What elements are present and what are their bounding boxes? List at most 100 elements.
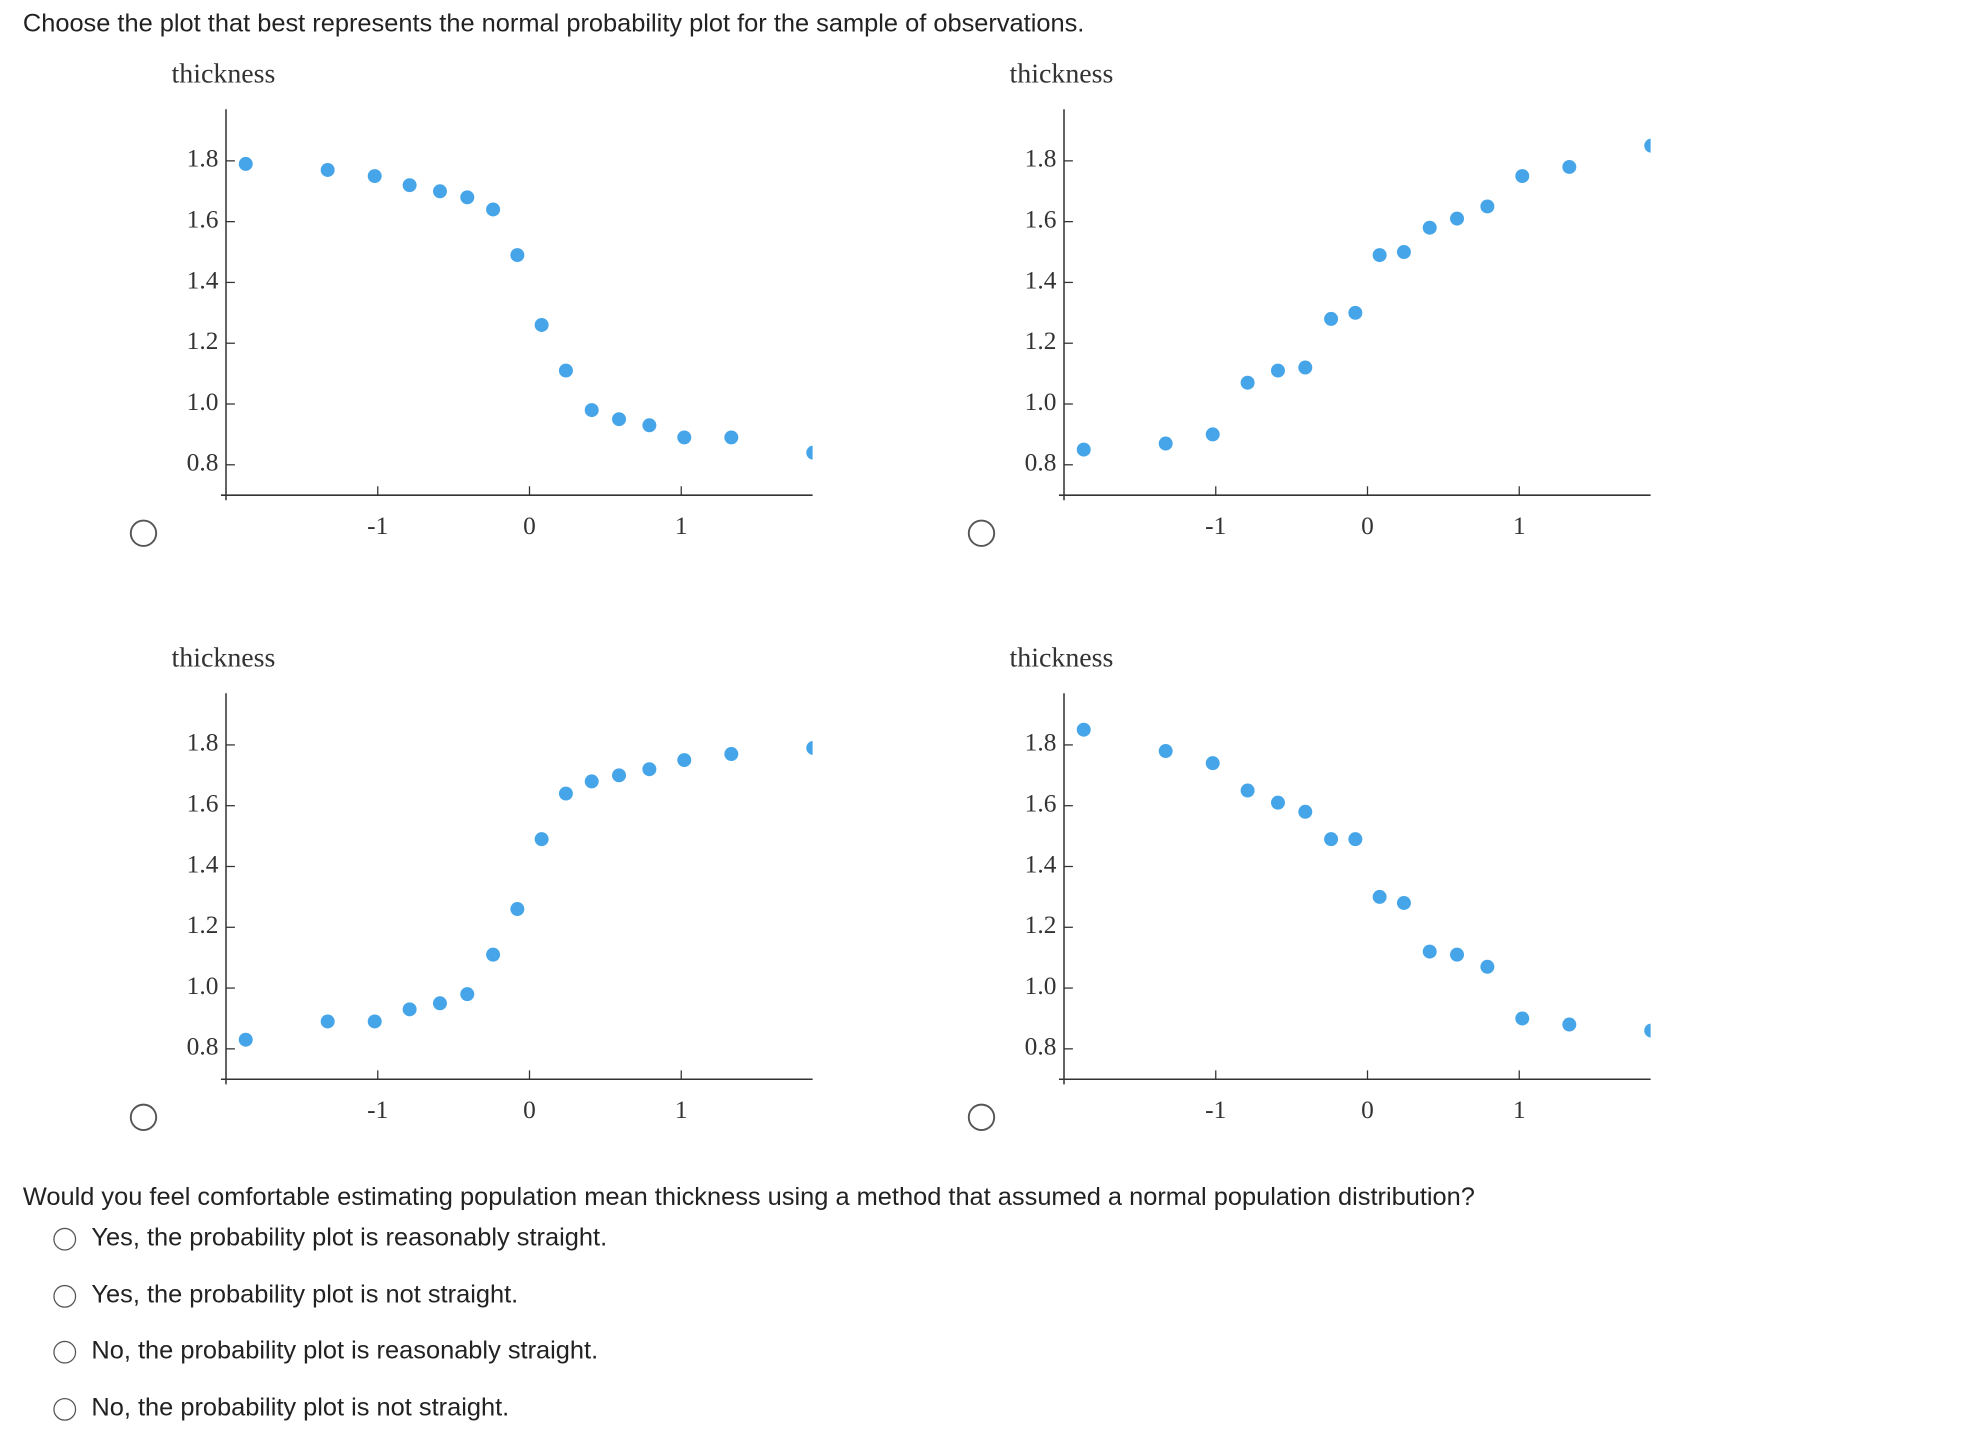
point [534,317,549,332]
point [677,430,692,445]
question: Would you feel comfortable estimating po… [22,1183,1475,1212]
option[interactable]: Yes, the probability plot is reasonably … [53,1224,607,1253]
point [677,753,692,768]
radio[interactable] [53,1397,77,1421]
y-tick-label: 1.6 [187,790,219,818]
option-label: No, the probability plot is not straight… [91,1394,510,1423]
y-tick-label: 1.6 [1025,790,1057,818]
point [486,202,501,217]
y-tick-label: 1.6 [1025,205,1057,233]
y-tick-label: 1.0 [1025,388,1057,416]
point [460,987,475,1002]
x-tick-label: 1 [1513,512,1526,540]
point [1324,832,1339,847]
question: Choose the plot that best represents the… [22,10,1085,39]
point [1240,783,1255,798]
point [1450,947,1465,962]
x-tick-label: 0 [523,1096,536,1124]
point [510,248,525,263]
y-tick-label: 1.2 [187,911,219,939]
option-label: No, the probability plot is reasonably s… [91,1336,599,1365]
point [642,418,657,433]
point [320,1014,335,1029]
y-tick-label: 0.8 [1025,449,1057,477]
point [1348,305,1363,320]
point [1396,895,1411,910]
y-tick-label: 1.0 [187,972,219,1000]
point [806,741,813,755]
y-tick-label: 1.0 [1025,972,1057,1000]
radio[interactable] [129,1103,158,1131]
point [1205,756,1220,771]
y-tick-label: 1.8 [1025,145,1057,173]
option-label: Yes, the probability plot is not straigh… [91,1281,519,1310]
point [486,947,501,962]
option[interactable]: Yes, the probability plot is not straigh… [53,1281,518,1310]
point [806,445,813,460]
point [1158,436,1173,451]
radio[interactable] [53,1227,77,1251]
x-tick-label: -1 [1205,512,1226,540]
x-tick-label: 1 [1513,1096,1526,1124]
option-label: Yes, the probability plot is reasonably … [91,1223,608,1252]
y-tick-label: 1.2 [187,327,219,355]
y-axis-label: thickness [1010,643,1114,674]
point [1372,889,1387,904]
y-tick-label: 1.4 [187,266,219,294]
point [1515,1011,1530,1026]
option[interactable]: No, the probability plot is reasonably s… [53,1337,598,1366]
point [1298,360,1313,375]
point [584,403,599,418]
point [1205,427,1220,442]
point [1348,832,1363,847]
point [367,1014,382,1029]
y-tick-label: 1.0 [187,388,219,416]
x-tick-label: 0 [523,512,536,540]
point [1372,248,1387,263]
y-tick-label: 0.8 [1025,1033,1057,1061]
y-tick-label: 1.2 [1025,327,1057,355]
radio[interactable] [967,519,996,547]
y-axis-label: thickness [1010,59,1114,90]
point [1076,442,1091,457]
y-tick-label: 1.6 [187,205,219,233]
point [1480,959,1495,974]
x-tick-label: 1 [675,1096,688,1124]
point [1396,245,1411,260]
option[interactable]: No, the probability plot is not straight… [53,1394,509,1423]
y-tick-label: 0.8 [187,449,219,477]
point [1515,169,1530,184]
x-tick-label: 0 [1361,1096,1374,1124]
point [367,169,382,184]
point [1076,722,1091,737]
point [1270,795,1285,810]
point [1480,199,1495,214]
x-tick-label: 0 [1361,512,1374,540]
point [584,774,599,789]
y-tick-label: 1.8 [187,729,219,757]
point [1562,1017,1577,1032]
point [1644,1023,1651,1038]
radio[interactable] [53,1284,77,1308]
y-tick-label: 1.4 [187,850,219,878]
y-axis-label: thickness [172,643,276,674]
point [1422,220,1437,235]
point [1450,211,1465,226]
point [724,430,739,445]
radio[interactable] [967,1103,996,1131]
x-tick-label: -1 [367,1096,388,1124]
y-tick-label: 1.4 [1025,266,1057,294]
point [402,1002,417,1017]
y-tick-label: 1.2 [1025,911,1057,939]
point [1298,804,1313,819]
plot: thicknessz0.81.01.21.41.61.8-1012 [967,59,1651,547]
y-axis-label: thickness [172,59,276,90]
point [460,190,475,205]
radio[interactable] [129,519,158,547]
y-tick-label: 1.4 [1025,850,1057,878]
radio[interactable] [53,1340,77,1364]
point [432,184,447,199]
y-tick-label: 1.8 [187,145,219,173]
point [402,178,417,193]
